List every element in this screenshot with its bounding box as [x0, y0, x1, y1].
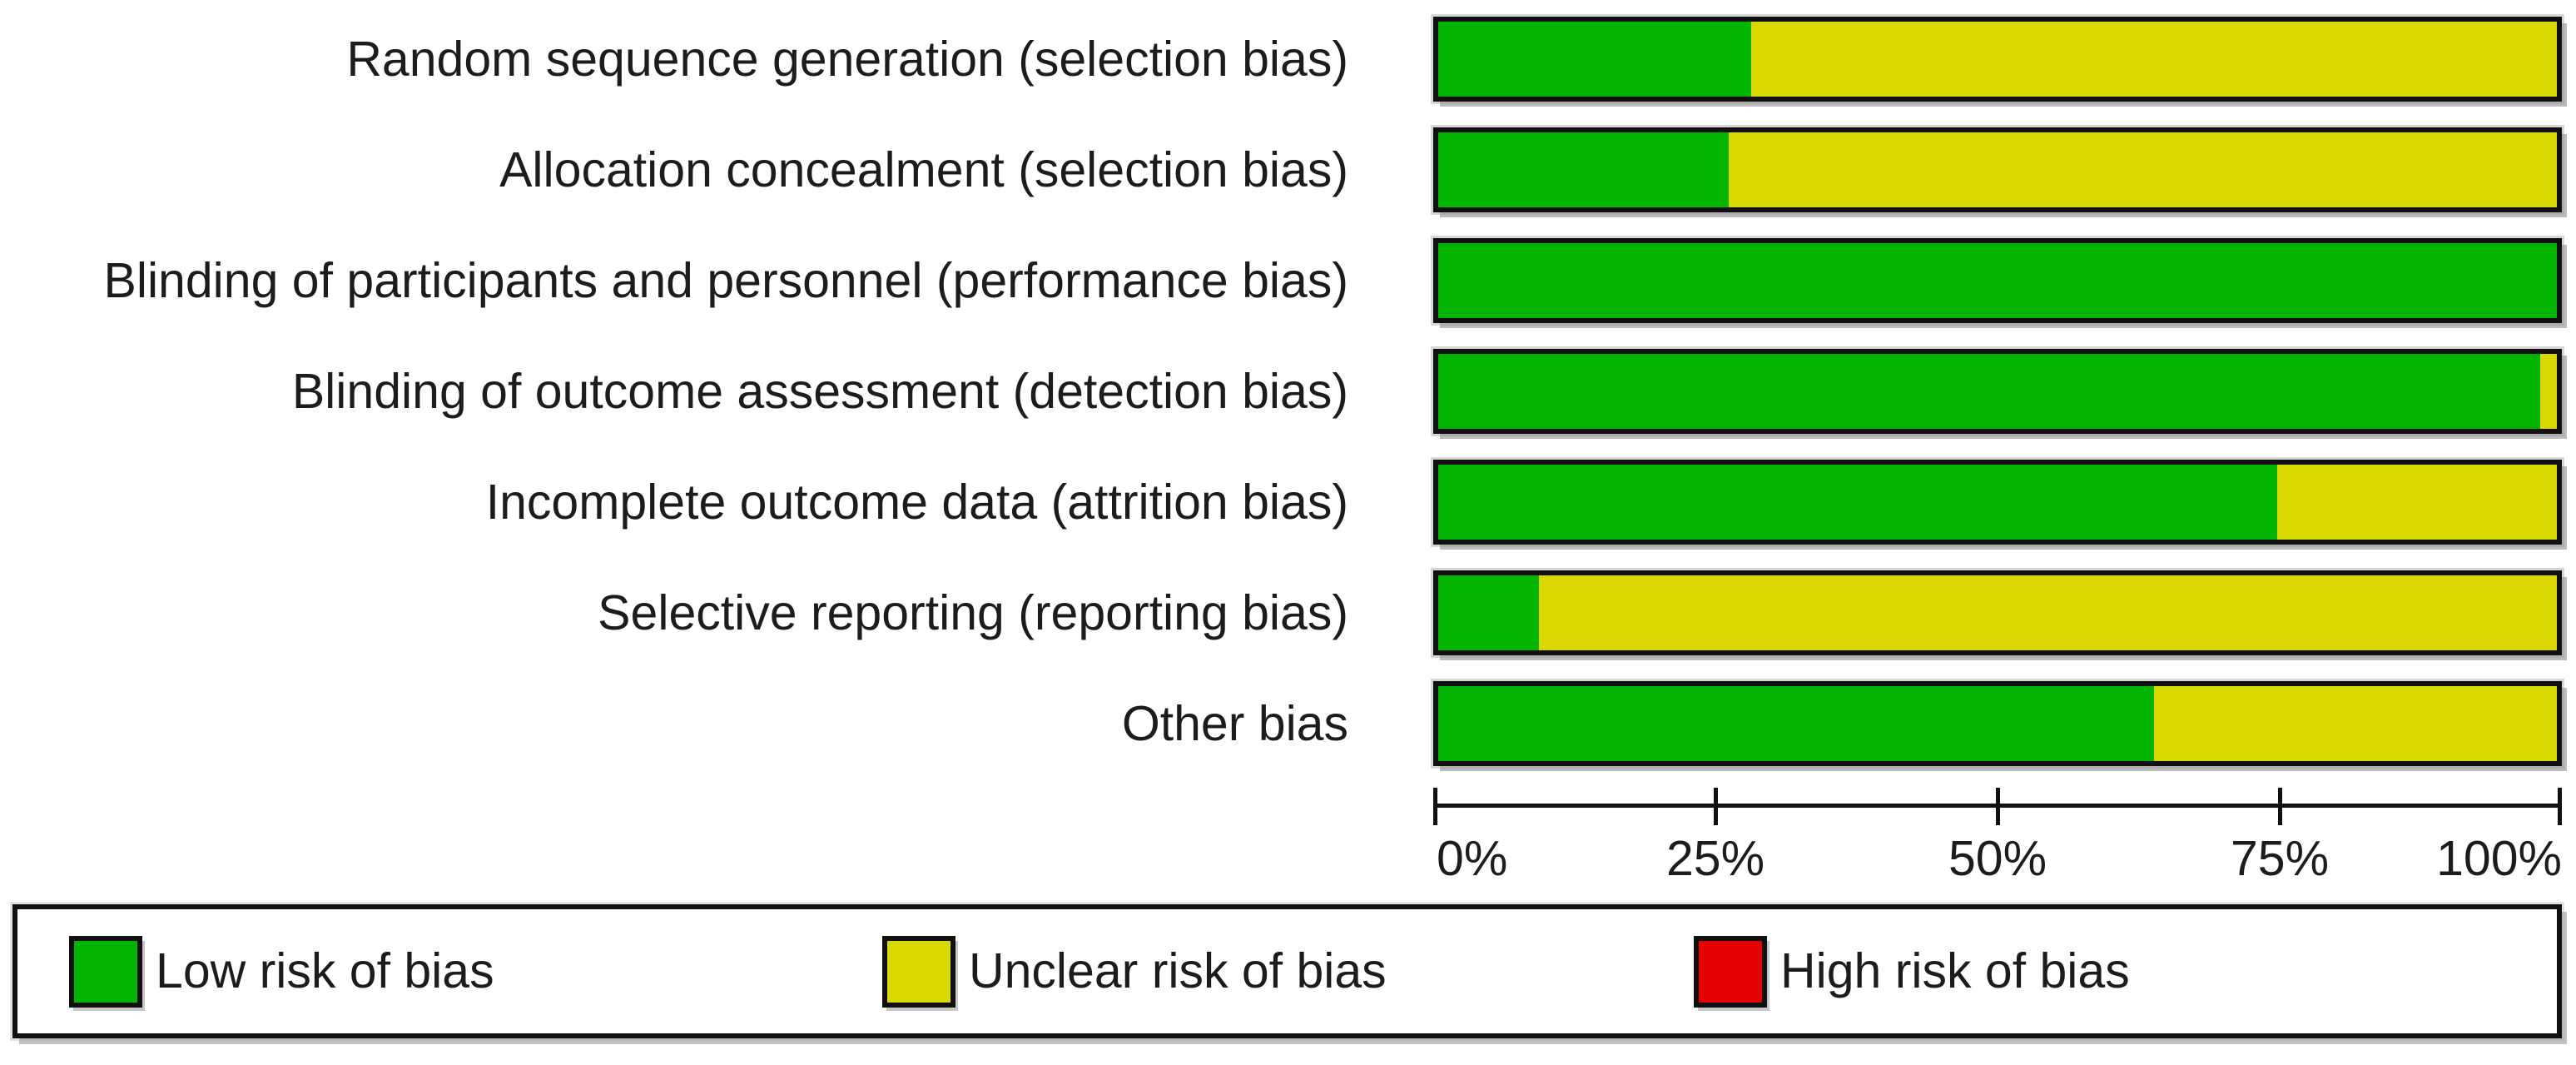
x-axis-tick-label: 0%	[1437, 831, 1508, 886]
bar-segment-unclear-risk	[2539, 354, 2557, 429]
bar-segment-unclear-risk	[1729, 132, 2557, 207]
bar-segment-unclear-risk	[2277, 465, 2557, 540]
legend-box: Low risk of bias Unclear risk of bias Hi…	[12, 904, 2562, 1038]
high-risk-swatch-icon	[1694, 935, 1767, 1008]
x-axis-tick-label: 50%	[1948, 831, 2047, 886]
bar-row-label: Other bias	[1121, 695, 1348, 751]
low-risk-swatch-icon	[69, 935, 142, 1008]
bar-segment-low-risk	[1438, 465, 2277, 540]
stacked-bar	[1433, 349, 2562, 434]
stacked-bar	[1433, 460, 2562, 545]
x-axis-tick-label: 75%	[2230, 831, 2330, 886]
x-axis-tick	[1995, 788, 2000, 825]
bar-row: Allocation concealment (selection bias)	[0, 127, 2576, 212]
bar-row-label: Blinding of outcome assessment (detectio…	[291, 363, 1348, 419]
bar-segment-unclear-risk	[1538, 575, 2557, 650]
bar-row: Selective reporting (reporting bias)	[0, 570, 2576, 655]
bar-row: Blinding of outcome assessment (detectio…	[0, 349, 2576, 434]
stacked-bar	[1433, 17, 2562, 102]
bar-row-label: Blinding of participants and personnel (…	[103, 252, 1348, 308]
bar-segment-low-risk	[1438, 132, 1730, 207]
bar-segment-low-risk	[1438, 686, 2155, 761]
bar-row: Random sequence generation (selection bi…	[0, 17, 2576, 102]
bar-row-label: Allocation concealment (selection bias)	[499, 142, 1348, 197]
bar-row-label: Random sequence generation (selection bi…	[346, 31, 1348, 87]
bar-segment-low-risk	[1438, 575, 1539, 650]
x-axis-tick-label: 100%	[2436, 831, 2562, 886]
legend-label-high-risk: High risk of bias	[1780, 943, 2130, 998]
bar-segment-unclear-risk	[1751, 22, 2557, 97]
bar-row: Other bias	[0, 681, 2576, 766]
bar-segment-low-risk	[1438, 354, 2540, 429]
bar-row: Incomplete outcome data (attrition bias)	[0, 460, 2576, 545]
legend-item-low-risk: Low risk of bias	[69, 935, 494, 1008]
stacked-bar	[1433, 570, 2562, 655]
legend-label-unclear-risk: Unclear risk of bias	[969, 943, 1387, 998]
stacked-bar	[1433, 238, 2562, 323]
bar-segment-low-risk	[1438, 243, 2557, 318]
bar-row-label: Selective reporting (reporting bias)	[598, 585, 1348, 640]
legend-item-unclear-risk: Unclear risk of bias	[882, 935, 1387, 1008]
x-axis-tick	[1433, 788, 1437, 825]
bar-row-label: Incomplete outcome data (attrition bias)	[485, 474, 1348, 530]
x-axis-tick	[2277, 788, 2282, 825]
unclear-risk-swatch-icon	[882, 935, 955, 1008]
x-axis-tick	[2558, 788, 2562, 825]
bar-segment-low-risk	[1438, 22, 1752, 97]
stacked-bar	[1433, 127, 2562, 212]
bar-segment-unclear-risk	[2154, 686, 2557, 761]
x-axis-tick	[1713, 788, 1718, 825]
bar-row: Blinding of participants and personnel (…	[0, 238, 2576, 323]
x-axis-tick-label: 25%	[1665, 831, 1765, 886]
stacked-bar	[1433, 681, 2562, 766]
legend-label-low-risk: Low risk of bias	[156, 943, 494, 998]
legend-item-high-risk: High risk of bias	[1694, 935, 2130, 1008]
